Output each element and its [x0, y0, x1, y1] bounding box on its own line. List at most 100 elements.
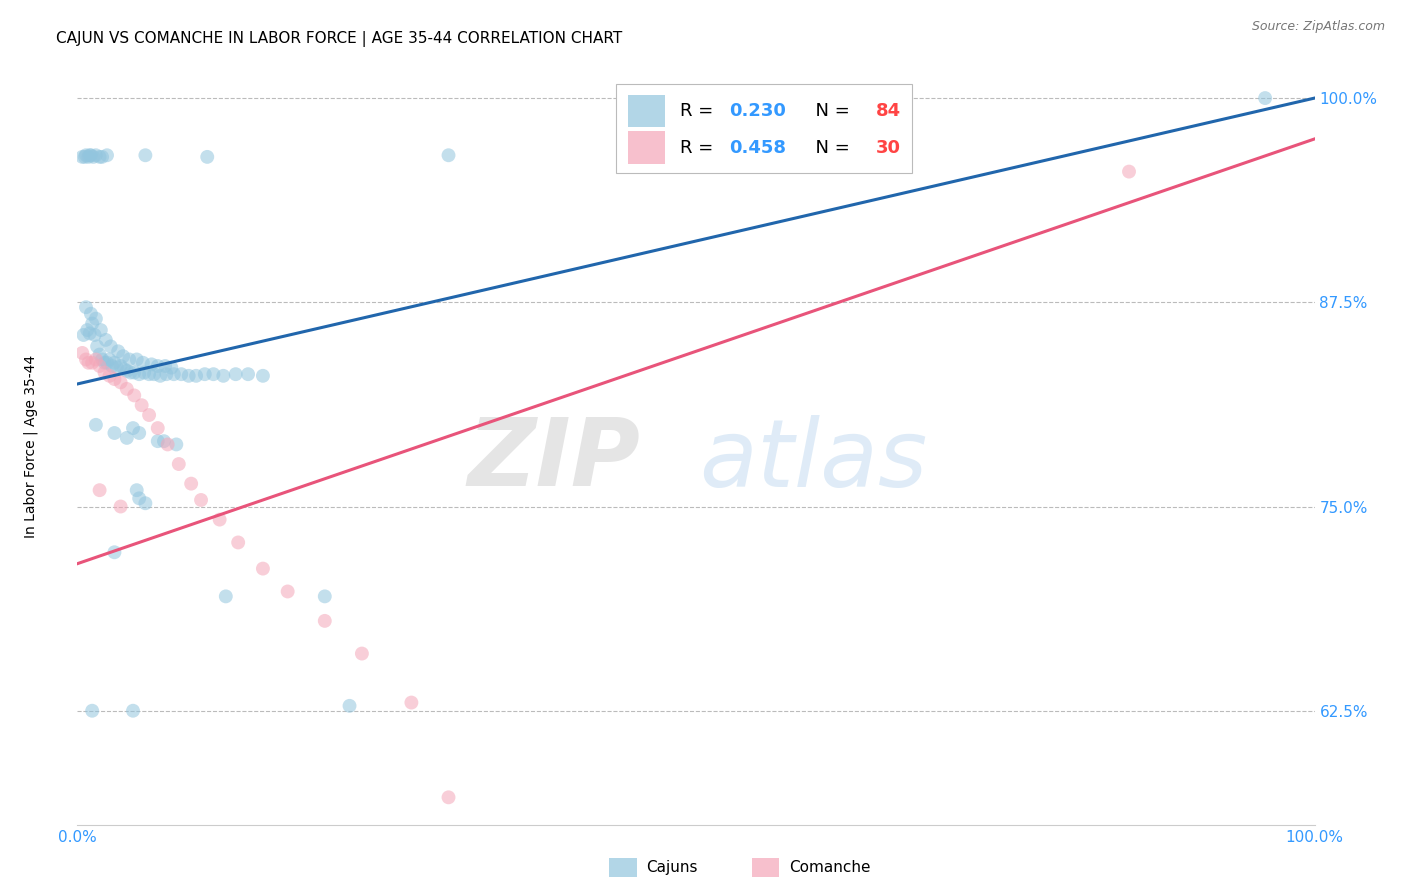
Point: [153, 359, 176, 373]
Point: [107, 344, 129, 359]
Point: [98, 368, 121, 383]
Point: [75, 352, 97, 367]
Point: [277, 584, 299, 599]
Point: [165, 437, 187, 451]
Bar: [752, 858, 779, 878]
Text: 0.458: 0.458: [730, 138, 786, 157]
Point: [82, 356, 104, 370]
Text: R =: R =: [681, 138, 718, 157]
Point: [93, 356, 115, 370]
Text: Cajuns: Cajuns: [647, 860, 697, 875]
Point: [84, 417, 107, 432]
Point: [132, 356, 155, 370]
Point: [167, 457, 190, 471]
Point: [1118, 164, 1140, 178]
Point: [138, 408, 160, 422]
Point: [128, 367, 150, 381]
Point: [314, 590, 336, 604]
Point: [170, 367, 193, 381]
Point: [72, 328, 94, 343]
Bar: [609, 858, 637, 878]
Point: [226, 535, 249, 549]
Point: [252, 368, 274, 383]
Point: [350, 647, 373, 661]
Point: [180, 476, 202, 491]
Point: [96, 148, 118, 162]
Point: [125, 483, 148, 498]
Text: 30: 30: [876, 138, 900, 157]
Point: [103, 545, 125, 559]
Point: [128, 425, 150, 440]
FancyBboxPatch shape: [616, 84, 912, 173]
Text: CAJUN VS COMANCHE IN LABOR FORCE | AGE 35-44 CORRELATION CHART: CAJUN VS COMANCHE IN LABOR FORCE | AGE 3…: [56, 31, 623, 47]
Point: [72, 346, 94, 360]
Point: [91, 352, 114, 367]
Point: [89, 150, 111, 164]
Point: [208, 512, 231, 526]
Text: 84: 84: [876, 103, 900, 120]
Point: [141, 357, 163, 371]
Point: [122, 421, 145, 435]
Point: [146, 421, 169, 435]
Text: Comanche: Comanche: [789, 860, 870, 875]
Point: [146, 434, 169, 449]
Point: [194, 367, 217, 381]
Point: [79, 148, 101, 162]
Point: [146, 359, 169, 373]
Point: [89, 348, 111, 362]
Point: [76, 323, 98, 337]
Point: [90, 323, 112, 337]
Point: [160, 360, 183, 375]
Point: [89, 359, 111, 373]
Point: [101, 359, 124, 373]
Point: [212, 368, 235, 383]
Point: [215, 590, 238, 604]
Point: [112, 362, 135, 376]
Point: [118, 352, 141, 367]
Bar: [628, 131, 665, 164]
Point: [91, 150, 114, 164]
Point: [115, 431, 138, 445]
Point: [134, 496, 156, 510]
Point: [120, 366, 142, 380]
Point: [80, 307, 103, 321]
Point: [96, 356, 118, 370]
Text: 0.230: 0.230: [730, 103, 786, 120]
Point: [155, 367, 177, 381]
Point: [80, 148, 103, 162]
Text: N =: N =: [804, 138, 855, 157]
Point: [184, 368, 207, 383]
Point: [252, 561, 274, 575]
Point: [86, 339, 108, 353]
Point: [77, 356, 100, 370]
Point: [84, 352, 107, 367]
Text: R =: R =: [681, 103, 718, 120]
Point: [1254, 91, 1277, 105]
Point: [84, 311, 107, 326]
Point: [314, 614, 336, 628]
Text: In Labor Force | Age 35-44: In Labor Force | Age 35-44: [24, 354, 38, 538]
Point: [149, 368, 172, 383]
Point: [236, 367, 259, 381]
Point: [115, 364, 138, 378]
Point: [134, 148, 156, 162]
Point: [93, 366, 115, 380]
Point: [110, 500, 132, 514]
Point: [103, 356, 125, 370]
Point: [125, 352, 148, 367]
Point: [437, 790, 460, 805]
Point: [163, 367, 186, 381]
Point: [75, 300, 97, 314]
Point: [131, 398, 153, 412]
Point: [103, 372, 125, 386]
Text: ZIP: ZIP: [467, 415, 640, 507]
Point: [110, 376, 132, 390]
Text: Source: ZipAtlas.com: Source: ZipAtlas.com: [1251, 20, 1385, 33]
Point: [122, 388, 145, 402]
Point: [437, 148, 460, 162]
Point: [84, 148, 107, 162]
Point: [89, 483, 111, 498]
Point: [105, 360, 128, 375]
Point: [195, 150, 218, 164]
Point: [190, 493, 212, 508]
